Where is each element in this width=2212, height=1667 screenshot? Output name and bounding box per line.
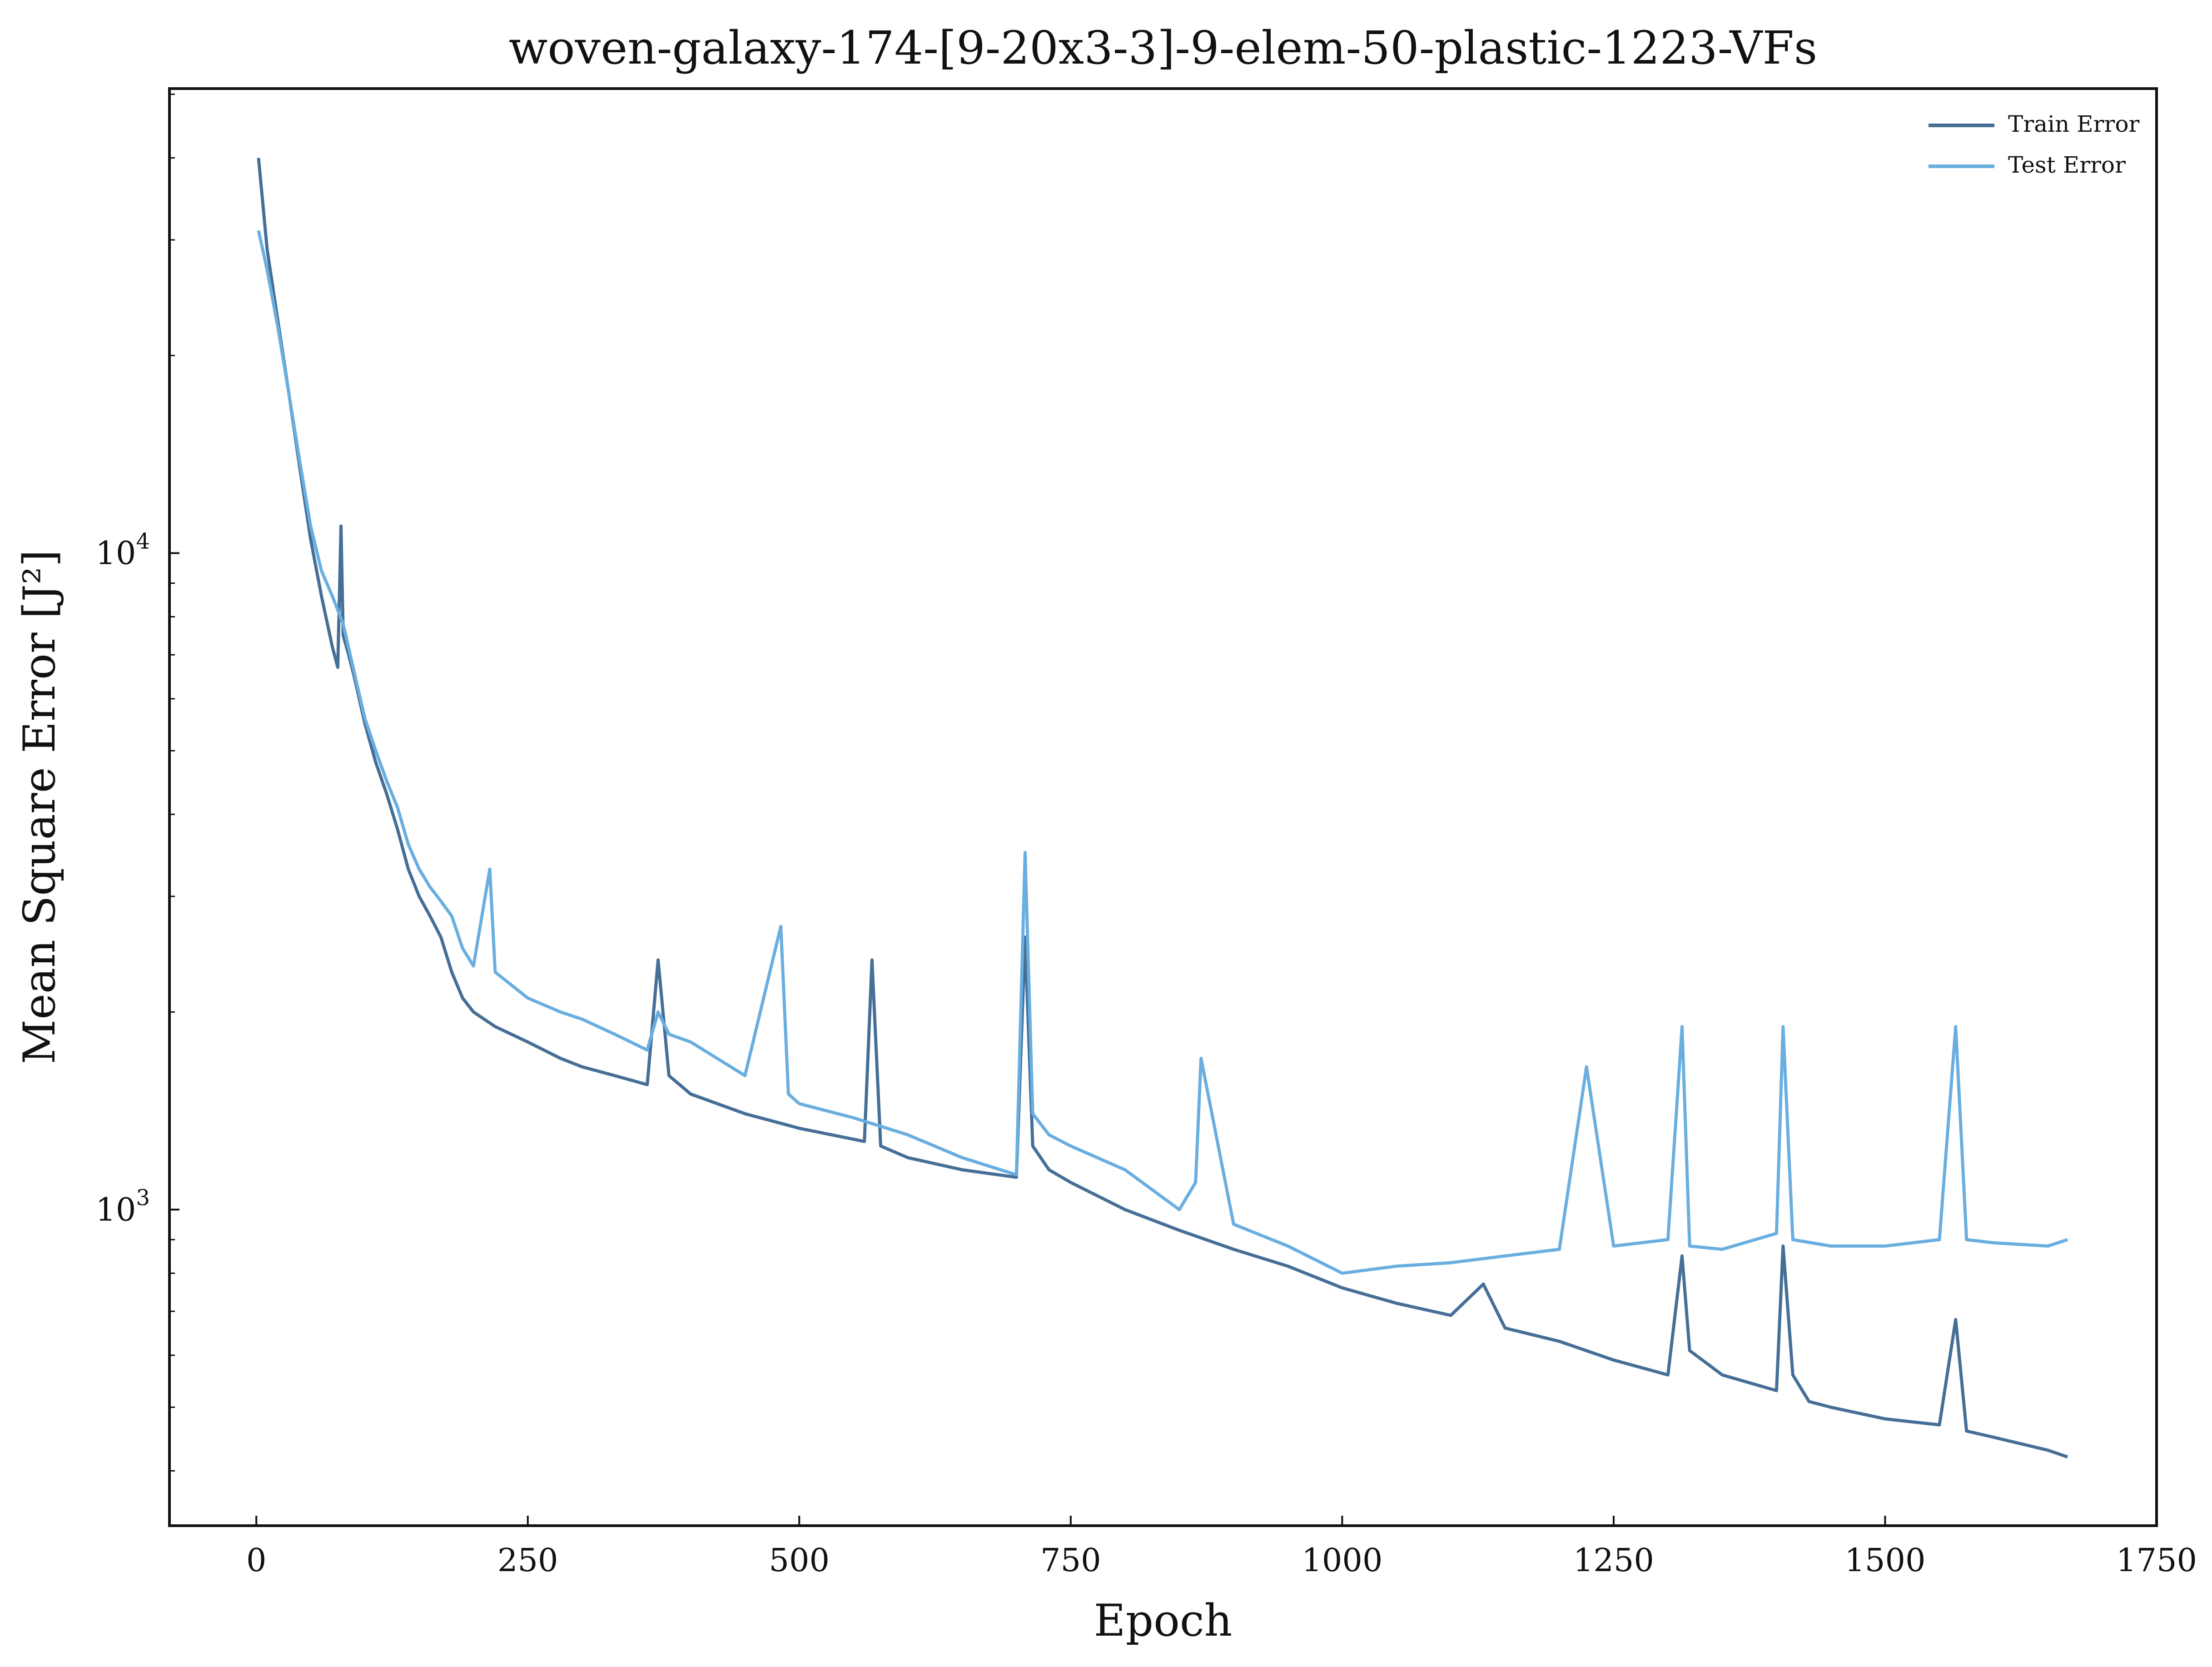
x-axis: 0 250 500 750 1000 1250 1500 1750 [246, 1516, 2197, 1579]
y-axis-label: Mean Square Error [J²] [14, 550, 65, 1064]
y-tick-label: 104 [95, 528, 150, 572]
x-tick-label: 1500 [1844, 1542, 1925, 1579]
y-axis: 103 104 [95, 93, 179, 1472]
x-tick-label: 1750 [2116, 1542, 2197, 1579]
series-layer [257, 158, 2068, 1459]
plot-area [168, 87, 2158, 1527]
x-tick-label: 500 [769, 1542, 830, 1579]
y-tick-label: 103 [95, 1185, 150, 1228]
plot-frame [168, 87, 2158, 1527]
legend-label-train: Train Error [2008, 111, 2140, 137]
legend-label-test: Test Error [2008, 152, 2126, 178]
chart-title: woven-galaxy-174-[9-20x3-3]-9-elem-50-pl… [509, 21, 1817, 75]
x-tick-label: 250 [497, 1542, 558, 1579]
x-axis-label: Epoch [1094, 1595, 1233, 1646]
legend: Train Error Test Error [1929, 111, 2140, 178]
x-tick-label: 1250 [1573, 1542, 1654, 1579]
x-tick-label: 750 [1040, 1542, 1101, 1579]
series-line-test-error [257, 230, 2068, 1275]
x-tick-label: 0 [246, 1542, 267, 1579]
x-tick-label: 1000 [1302, 1542, 1382, 1579]
